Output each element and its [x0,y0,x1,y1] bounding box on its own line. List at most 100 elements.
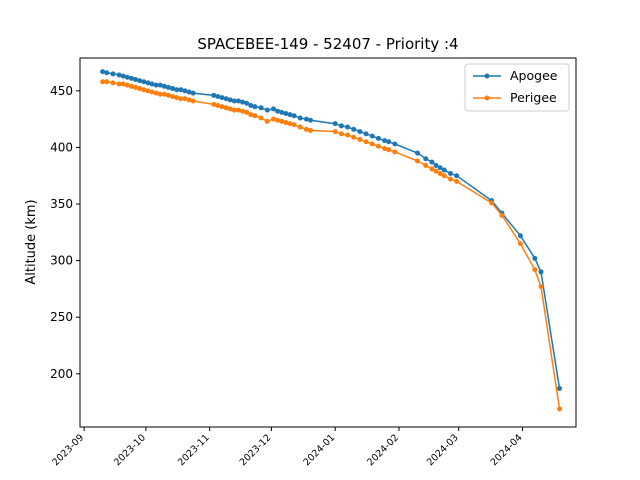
apogee-data-point [252,104,258,110]
apogee-data-point [235,98,241,104]
apogee-data-point [110,71,116,77]
apogee-data-point [283,110,289,116]
apogee-data-point [303,116,309,122]
apogee-data-point [240,99,246,105]
perigee-data-point [264,118,270,124]
apogee-data-point [231,98,237,104]
apogee-data-point [338,123,344,129]
apogee-data-point [186,89,192,95]
apogee-data-point [258,105,264,111]
apogee-data-point [264,107,270,113]
perigee-data-point [423,163,429,169]
perigee-data-point [392,149,398,155]
apogee-data-point [182,88,188,94]
legend: Apogee Perigee [464,63,570,112]
perigee-data-point [235,107,241,113]
legend-apogee-marker [484,73,490,79]
perigee-data-point [283,120,289,126]
apogee-data-point [532,255,538,261]
perigee-data-point [244,109,250,115]
perigee-data-point [454,178,460,184]
apogee-data-point [128,75,134,81]
apogee-data-point [178,87,184,93]
apogee-data-point [357,129,363,135]
perigee-data-point [153,90,159,96]
plot-area-frame [79,57,577,428]
perigee-data-point [538,284,544,290]
apogee-data-point [211,92,217,98]
perigee-data-point [240,108,246,114]
apogee-data-point [124,74,130,80]
perigee-data-point [297,124,303,130]
apogee-data-point [297,115,303,121]
perigee-data-point [110,80,116,86]
apogee-data-point [345,124,351,130]
apogee-data-point [441,167,447,173]
apogee-data-point [141,79,147,85]
apogee-data-point [433,163,439,169]
perigee-data-point [174,95,180,101]
apogee-data-point [437,165,443,171]
perigee-data-point [351,134,357,140]
perigee-data-point [161,91,167,97]
perigee-data-point [182,96,188,102]
perigee-data-point [145,88,151,94]
apogee-data-point [423,156,429,162]
apogee-data-point [120,73,126,79]
y-axis-label: Altitude (km) [24,199,39,284]
perigee-data-point [433,168,439,174]
apogee-data-point [137,78,143,84]
perigee-data-point [338,131,344,137]
apogee-data-point [215,93,221,99]
apogee-data-point [363,131,369,137]
apogee-data-point [190,90,196,96]
apogee-data-point [248,103,254,109]
apogee-data-point [275,108,281,114]
perigee-data-point [489,200,495,206]
perigee-data-point [375,143,381,149]
perigee-data-point [170,93,176,99]
perigee-data-point [345,132,351,138]
apogee-data-point [149,81,155,87]
perigee-data-point [116,81,122,87]
y-tick-label: 450 [50,84,73,98]
perigee-data-point [219,104,225,110]
perigee-data-point [133,84,139,90]
perigee-data-point [437,170,443,176]
perigee-data-point [291,122,297,128]
perigee-data-point [248,112,254,118]
y-tick-label: 400 [50,140,73,154]
apogee-data-point [153,82,159,88]
perigee-data-point [499,212,505,218]
perigee-data-point [363,139,369,145]
apogee-data-point [223,96,229,102]
apogee-data-point [287,112,293,118]
perigee-data-point [270,116,276,122]
perigee-data-point [279,118,285,124]
apogee-data-point [270,106,276,112]
apogee-data-point [382,138,388,144]
apogee-data-point [557,386,563,392]
perigee-data-point [104,79,110,85]
perigee-data-point [287,121,293,127]
perigee-data-point [447,176,453,182]
y-tick-label: 200 [50,367,73,381]
perigee-data-point [308,127,314,133]
y-tick-label: 350 [50,197,73,211]
chart-title: SPACEBEE-149 - 52407 - Priority :4 [197,35,458,53]
perigee-data-point [157,91,163,97]
perigee-data-point [258,115,264,121]
perigee-data-point [517,241,523,247]
perigee-data-point [141,87,147,93]
y-axis-ticks: 200 250 300 350 400 450 [50,84,80,381]
apogee-data-point [447,170,453,176]
apogee-data-point [174,87,180,93]
perigee-data-point [227,106,233,112]
perigee-data-point [223,105,229,111]
perigee-data-point [178,96,184,102]
apogee-data-point [429,159,435,165]
apogee-data-point [116,72,122,78]
legend-apogee-label: Apogee [510,68,558,83]
perigee-data-point [137,86,143,92]
